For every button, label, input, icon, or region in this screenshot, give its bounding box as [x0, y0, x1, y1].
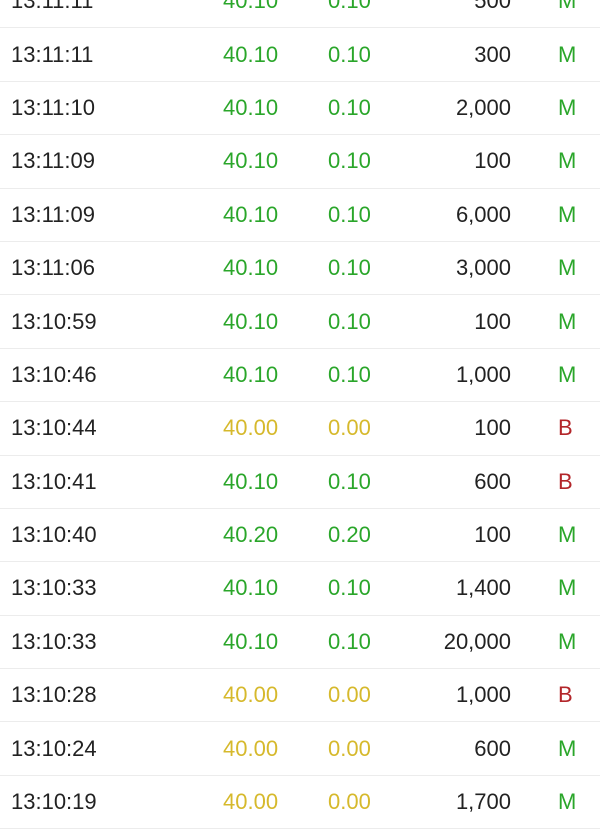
trade-change: 0.10	[328, 201, 371, 227]
trade-price: 40.10	[223, 148, 279, 174]
trade-volume: 2,000	[455, 94, 511, 120]
trade-side: M	[558, 308, 577, 334]
trade-price: 40.00	[223, 415, 279, 441]
trade-side: M	[558, 255, 577, 281]
trade-side: M	[558, 575, 577, 601]
trade-price: 40.10	[223, 201, 279, 227]
trade-side: M	[558, 0, 577, 14]
trade-time: 13:10:46	[11, 361, 97, 387]
trade-volume: 600	[474, 735, 511, 761]
trade-price: 40.10	[223, 468, 279, 494]
trade-volume: 1,700	[455, 789, 511, 815]
trade-volume: 600	[474, 468, 511, 494]
trade-time: 13:11:11	[11, 41, 94, 67]
trade-volume: 500	[474, 0, 511, 14]
trade-price: 40.10	[223, 361, 279, 387]
trade-time: 13:11:09	[11, 148, 96, 174]
trade-change: 0.10	[328, 148, 371, 174]
trade-price: 40.00	[223, 735, 279, 761]
trade-time: 13:10:24	[11, 735, 97, 761]
trade-side: M	[558, 522, 577, 548]
trade-time: 13:10:44	[11, 415, 97, 441]
trade-side: M	[558, 361, 577, 387]
trade-row[interactable]: 13:10:44 40.00 0.00 100 B	[0, 402, 600, 456]
trade-volume: 300	[474, 41, 511, 67]
trade-side: M	[558, 789, 577, 815]
trade-volume: 100	[474, 308, 511, 334]
trade-price: 40.10	[223, 255, 279, 281]
trade-side: M	[558, 628, 577, 654]
trade-side: M	[558, 201, 577, 227]
trade-side: B	[558, 468, 573, 494]
trade-volume: 3,000	[455, 255, 511, 281]
trade-change: 0.10	[328, 0, 371, 14]
trade-row[interactable]: 13:11:09 40.10 0.10 100 M	[0, 135, 600, 189]
trade-side: M	[558, 735, 577, 761]
trade-row[interactable]: 13:10:33 40.10 0.10 1,400 M	[0, 562, 600, 616]
trade-change: 0.10	[328, 468, 371, 494]
trade-row[interactable]: 13:10:59 40.10 0.10 100 M	[0, 295, 600, 349]
trade-time: 13:10:28	[11, 682, 97, 708]
trade-price: 40.00	[223, 789, 279, 815]
trade-change: 0.00	[328, 682, 371, 708]
trade-change: 0.10	[328, 94, 371, 120]
trade-row[interactable]: 13:10:46 40.10 0.10 1,000 M	[0, 349, 600, 403]
trade-time: 13:11:10	[11, 94, 96, 120]
trade-row[interactable]: 13:10:40 40.20 0.20 100 M	[0, 509, 600, 563]
trade-time: 13:11:11	[11, 0, 94, 14]
trade-volume: 1,000	[455, 682, 511, 708]
trade-change: 0.20	[328, 522, 371, 548]
trade-volume: 6,000	[455, 201, 511, 227]
trade-row[interactable]: 13:11:11 40.10 0.10 500 M	[0, 0, 600, 29]
trade-time: 13:11:06	[11, 255, 96, 281]
trade-row[interactable]: 13:11:10 40.10 0.10 2,000 M	[0, 82, 600, 136]
trade-time: 13:10:33	[11, 575, 97, 601]
trade-change: 0.10	[328, 628, 371, 654]
trade-price: 40.10	[223, 308, 279, 334]
trade-price: 40.10	[223, 0, 279, 14]
trade-side: M	[558, 41, 577, 67]
trade-row[interactable]: 13:10:28 40.00 0.00 1,000 B	[0, 669, 600, 723]
trade-side: B	[558, 682, 573, 708]
trade-change: 0.10	[328, 361, 371, 387]
trade-change: 0.10	[328, 308, 371, 334]
trade-time: 13:10:40	[11, 522, 97, 548]
trade-row[interactable]: 13:10:24 40.00 0.00 600 M	[0, 722, 600, 776]
trade-volume: 1,000	[455, 361, 511, 387]
trade-row[interactable]: 13:10:19 40.00 0.00 1,700 M	[0, 776, 600, 829]
trade-time: 13:10:19	[11, 789, 97, 815]
trade-side: M	[558, 148, 577, 174]
trade-time: 13:10:59	[11, 308, 97, 334]
trade-change: 0.10	[328, 575, 371, 601]
trade-row[interactable]: 13:10:41 40.10 0.10 600 B	[0, 456, 600, 509]
trade-row[interactable]: 13:11:06 40.10 0.10 3,000 M	[0, 242, 600, 296]
trade-change: 0.00	[328, 415, 371, 441]
trade-price: 40.10	[223, 94, 279, 120]
trade-change: 0.10	[328, 255, 371, 281]
trade-price: 40.00	[223, 682, 279, 708]
trade-time: 13:10:33	[11, 628, 97, 654]
trade-price: 40.10	[223, 628, 279, 654]
trade-side: B	[558, 415, 573, 441]
trade-volume: 100	[474, 415, 511, 441]
trade-price: 40.10	[223, 575, 279, 601]
trade-time: 13:10:41	[11, 468, 97, 494]
trade-volume: 20,000	[443, 628, 511, 654]
trade-change: 0.00	[328, 735, 371, 761]
trade-row[interactable]: 13:11:11 40.10 0.10 300 M	[0, 28, 600, 82]
trade-change: 0.10	[328, 41, 371, 67]
trade-row[interactable]: 13:10:33 40.10 0.10 20,000 M	[0, 616, 600, 670]
trade-side: M	[558, 94, 577, 120]
trade-volume: 1,400	[455, 575, 511, 601]
trade-volume: 100	[474, 522, 511, 548]
trade-price: 40.10	[223, 41, 279, 67]
trade-row[interactable]: 13:11:09 40.10 0.10 6,000 M	[0, 189, 600, 242]
trade-change: 0.00	[328, 789, 371, 815]
trade-price: 40.20	[223, 522, 279, 548]
trade-time: 13:11:09	[11, 201, 96, 227]
trade-volume: 100	[474, 148, 511, 174]
